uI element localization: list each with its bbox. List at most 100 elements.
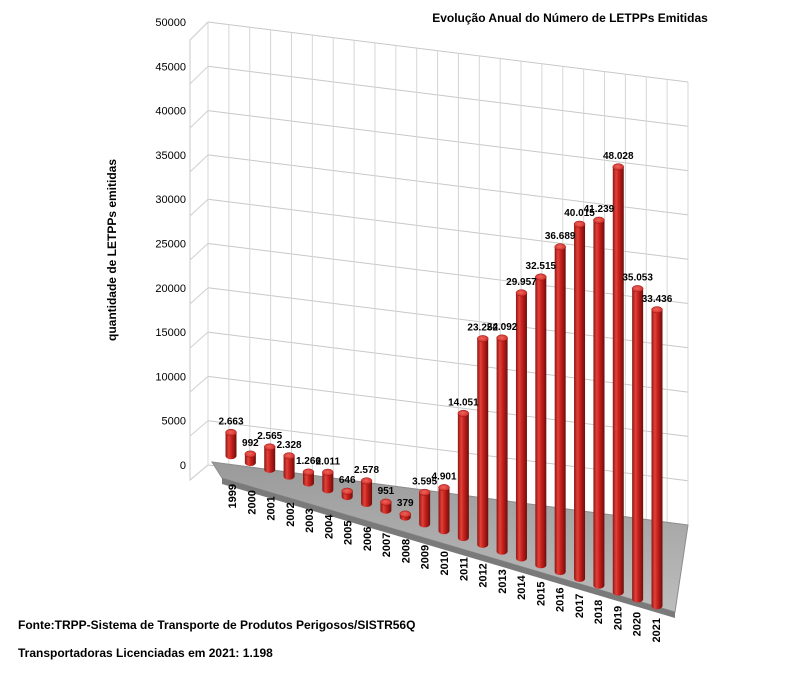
y-tick-label: 35000 bbox=[155, 150, 186, 162]
y-tick-label: 0 bbox=[180, 460, 186, 472]
bar-2010 bbox=[438, 484, 450, 535]
bar-2016 bbox=[554, 243, 566, 576]
y-tick-label: 50000 bbox=[155, 17, 186, 29]
data-label-2012: 23.252 bbox=[467, 323, 498, 334]
gridline-side bbox=[189, 287, 209, 305]
x-tick-label: 2004 bbox=[323, 514, 335, 539]
gridline-side bbox=[189, 331, 209, 349]
bar-2000 bbox=[244, 450, 257, 467]
x-tick-label: 2002 bbox=[285, 502, 297, 526]
x-tick-label: 2007 bbox=[381, 533, 393, 557]
gridline-h bbox=[207, 154, 689, 216]
bar-2007 bbox=[380, 498, 392, 514]
data-labels: 2.6639922.5652.3281.2662.0116462.5789513… bbox=[218, 151, 672, 509]
bar-2020 bbox=[631, 285, 644, 603]
y-tick-label: 40000 bbox=[155, 106, 186, 118]
data-label-2001: 2.565 bbox=[257, 431, 282, 442]
bar-1999 bbox=[225, 428, 237, 460]
data-label-2014: 29.957 bbox=[506, 277, 537, 288]
data-label-2009: 3.595 bbox=[412, 476, 437, 487]
x-tick-label: 2011 bbox=[458, 557, 470, 581]
data-label-2002: 2.328 bbox=[277, 440, 302, 451]
bar-2013 bbox=[496, 334, 508, 555]
data-label-2010: 4.901 bbox=[431, 472, 456, 483]
bar-2009 bbox=[418, 488, 431, 528]
gridline-h bbox=[207, 420, 689, 482]
x-tick-label: 2021 bbox=[651, 618, 663, 642]
bar-2021 bbox=[651, 306, 663, 610]
x-tick-label: 2020 bbox=[632, 612, 644, 636]
chart-title: Evolução Anual do Número de LETPPs Emiti… bbox=[432, 11, 708, 25]
data-label-2017: 40.015 bbox=[564, 208, 595, 219]
data-label-1999: 2.663 bbox=[218, 416, 243, 427]
gridline-side bbox=[189, 376, 209, 393]
data-label-2011: 14.051 bbox=[448, 397, 479, 408]
x-tick-label: 2018 bbox=[593, 600, 605, 624]
y-tick-label: 25000 bbox=[155, 239, 186, 251]
bar-2002 bbox=[283, 452, 295, 480]
data-label-2019: 48.028 bbox=[603, 151, 634, 162]
x-tick-label: 2006 bbox=[362, 527, 374, 551]
bar-2018 bbox=[593, 216, 605, 589]
gridline-side bbox=[189, 110, 209, 129]
data-label-2008: 379 bbox=[397, 498, 414, 509]
data-label-2005: 646 bbox=[339, 475, 356, 486]
y-axis-ticks: 0 5000 10000 15000 20000 25000 30000 35000 40000… bbox=[155, 17, 186, 472]
gridline-h bbox=[207, 21, 689, 83]
bar-2006 bbox=[360, 477, 373, 507]
y-tick-label: 30000 bbox=[155, 194, 186, 206]
x-tick-label: 2009 bbox=[420, 545, 432, 569]
bar-2017 bbox=[573, 220, 586, 582]
side-wall bbox=[189, 21, 209, 482]
data-label-2016: 36.689 bbox=[545, 231, 576, 242]
x-tick-label: 2012 bbox=[478, 563, 490, 587]
gridline-side bbox=[189, 464, 209, 481]
bar-2011 bbox=[457, 409, 470, 542]
gridline-h bbox=[207, 198, 689, 260]
gridline-side bbox=[189, 420, 209, 437]
gridline-side bbox=[189, 243, 209, 261]
gridline-h bbox=[207, 375, 689, 437]
bar-2015 bbox=[535, 273, 547, 569]
x-tick-label: 2014 bbox=[516, 574, 528, 599]
y-tick-label: 45000 bbox=[155, 61, 186, 73]
bar-2014 bbox=[515, 289, 528, 562]
bar-2003 bbox=[302, 468, 315, 487]
floor-edge bbox=[222, 478, 675, 618]
gridline-h bbox=[207, 331, 689, 393]
bar-2004 bbox=[322, 468, 334, 494]
gridline-h bbox=[207, 243, 689, 304]
y-tick-label: 5000 bbox=[162, 416, 186, 428]
x-tick-label: 2013 bbox=[497, 569, 509, 593]
gridline-side bbox=[189, 21, 209, 41]
data-label-2013: 24.092 bbox=[487, 322, 518, 333]
gridline-side bbox=[189, 154, 209, 173]
x-tick-label: 2005 bbox=[343, 521, 355, 545]
x-tick-label: 2003 bbox=[304, 508, 316, 532]
x-tick-label: 1999 bbox=[227, 484, 239, 508]
gridline-h bbox=[207, 110, 689, 172]
gridline-h bbox=[207, 287, 689, 349]
bar-2001 bbox=[263, 443, 276, 473]
bars bbox=[225, 163, 663, 610]
data-label-2018: 41.239 bbox=[584, 204, 615, 215]
y-tick-label: 10000 bbox=[155, 371, 186, 383]
data-label-2000: 992 bbox=[242, 438, 259, 449]
data-label-2004: 2.011 bbox=[316, 456, 341, 467]
data-label-2021: 33.436 bbox=[642, 294, 673, 305]
licensed-note: Transportadoras Licenciadas em 2021: 1.1… bbox=[18, 646, 273, 660]
x-tick-label: 2000 bbox=[246, 490, 258, 514]
x-tick-label: 2019 bbox=[612, 606, 624, 630]
gridline-side bbox=[189, 198, 209, 217]
data-label-2015: 32.515 bbox=[526, 261, 557, 272]
bar-2012 bbox=[476, 335, 489, 548]
source-note: Fonte:TRPP-Sistema de Transporte de Prod… bbox=[18, 618, 416, 632]
y-tick-label: 15000 bbox=[155, 327, 186, 339]
x-axis-ticks: 1999 2000 2001 2002 2003 2004 2005 2006 2007 2008… bbox=[227, 484, 663, 642]
bar-2005 bbox=[341, 487, 353, 501]
data-label-2007: 951 bbox=[378, 486, 395, 497]
x-tick-label: 2010 bbox=[439, 551, 451, 575]
chart-floor bbox=[211, 461, 689, 618]
y-axis-label: quantidade de LETPPs emitidas bbox=[105, 159, 119, 341]
